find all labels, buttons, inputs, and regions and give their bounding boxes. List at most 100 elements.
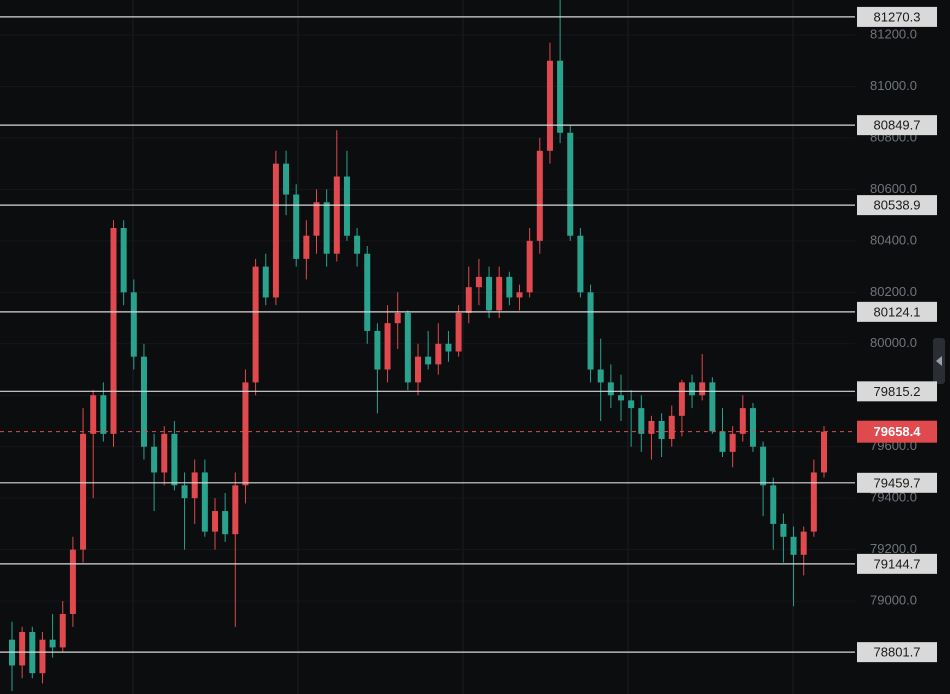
candle-body [790,536,797,555]
candle-body [415,356,421,383]
candle-body [486,276,493,311]
level-label-box [857,472,937,493]
candle-body [59,613,66,648]
candle-body [618,395,624,401]
candle-body [628,400,635,409]
level-label: 80538.9 [874,198,921,213]
level-label: 78801.7 [874,645,921,660]
y-tick-label: 81000.0 [870,78,917,93]
candle-body [404,312,411,383]
candle-body [678,382,685,416]
level-label-box [857,301,937,322]
candle-body [475,276,482,288]
candle-body [191,472,198,499]
level-label: 79144.7 [874,556,921,571]
candle-body [222,511,229,535]
y-tick-label: 80200.0 [870,284,917,299]
candle-body [546,60,553,151]
y-tick-label: 80400.0 [870,232,917,247]
time-grid [132,0,794,694]
candle-body [607,382,614,396]
candle-body [739,408,746,434]
candle-body [465,287,472,313]
candle-body [49,639,56,648]
candle-body [597,369,604,383]
candle-body [212,511,218,532]
candle-body [201,472,208,532]
candle-body [384,323,391,370]
candle-body [658,420,665,439]
candle-body [120,227,127,293]
candle-body [69,549,76,614]
candle-body [445,343,452,352]
y-tick-label: 80000.0 [870,335,917,350]
candle-body [283,163,290,195]
level-label-box [857,195,937,216]
level-label-box [857,115,937,136]
candle-body [80,433,87,550]
candle-body [516,292,523,298]
candle-body [557,60,564,133]
candle-body [303,235,310,259]
candle-body [354,235,361,254]
candle-body [648,420,655,434]
candle-body [577,235,584,293]
level-label-box [857,6,937,27]
candle-body [821,431,827,473]
level-label-box [857,381,937,402]
axis-handle-arrow [936,356,942,366]
level-label: 79815.2 [874,384,921,399]
candle-body [272,163,279,298]
candle-body [749,408,756,447]
candle-body [425,356,432,365]
candle-body [780,523,787,537]
candle-body [455,312,462,352]
candle-body [496,276,503,311]
candle-body [171,433,178,486]
candle-body [394,312,401,324]
level-label: 80124.1 [874,304,921,319]
candle-body [293,194,300,259]
current-price-box [857,420,937,443]
candle-body [19,631,26,666]
y-tick-label: 79200.0 [870,541,917,556]
candle-body [323,202,330,254]
candle-body [729,433,736,452]
candle-body [506,276,513,298]
current-price-label: 79658.4 [874,424,922,439]
candle-body [262,266,269,298]
candle-body [39,639,46,674]
level-label: 79459.7 [874,475,921,490]
y-tick-label: 80600.0 [870,181,917,196]
candle-body [587,292,594,370]
y-tick-label: 81200.0 [870,26,917,41]
candle-body [800,531,807,555]
y-tick-label: 79400.0 [870,490,917,505]
candle-body [100,395,107,434]
candle-body [181,485,188,499]
candle-body [699,382,706,396]
candle-body [638,408,645,434]
candle-body [364,253,371,331]
level-label: 80849.7 [874,118,921,133]
candle-body [374,330,381,370]
candle-body [343,176,350,236]
candle-body [689,382,696,396]
candle-body [110,227,117,434]
candle-body [161,433,168,473]
level-label-box [857,553,937,574]
candle-body [709,382,716,432]
candle-body [526,240,533,293]
candle-body [760,446,767,486]
candle-body [252,266,259,383]
candle-body [668,415,675,439]
candle-body [242,382,249,486]
candle-body [719,431,726,452]
candle-body [151,446,158,473]
level-label: 81270.3 [874,9,921,24]
candle-body [90,395,97,434]
candle-body [140,356,147,447]
y-tick-label: 79000.0 [870,593,917,608]
